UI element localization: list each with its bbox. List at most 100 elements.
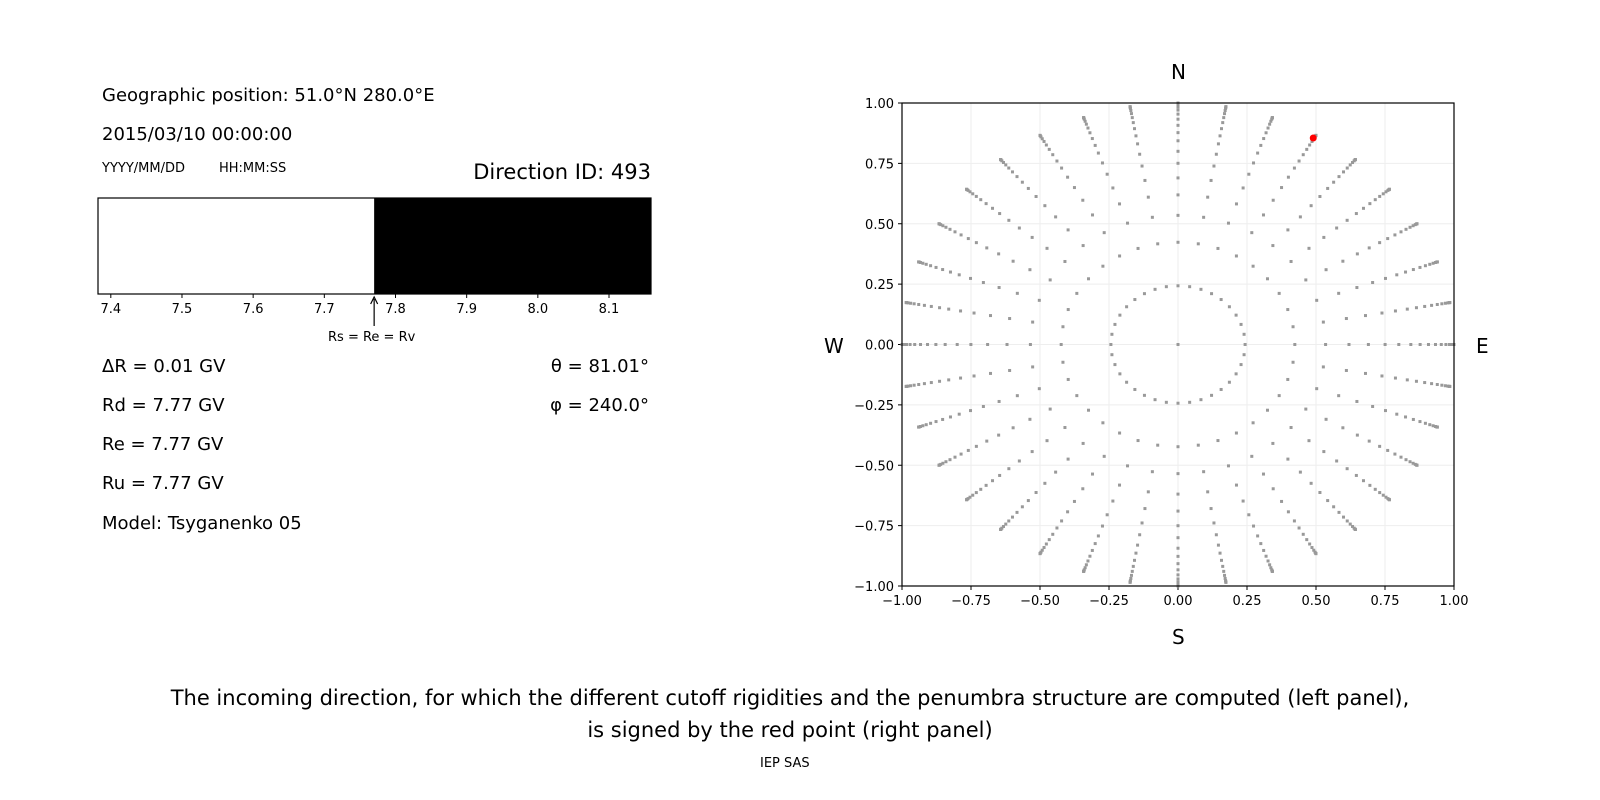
direction-point — [1212, 521, 1216, 525]
x-tick-label: −1.00 — [882, 594, 922, 609]
direction-point — [1395, 273, 1399, 277]
direction-point — [1269, 119, 1273, 123]
direction-point — [1214, 152, 1218, 156]
direction-point — [1270, 116, 1274, 120]
x-tick-label: 7.7 — [314, 302, 335, 317]
direction-point — [1015, 291, 1019, 295]
direction-point — [1020, 505, 1024, 509]
direction-point — [1344, 368, 1348, 372]
direction-point — [941, 461, 945, 465]
direction-point — [1061, 325, 1065, 329]
direction-point — [1034, 490, 1038, 494]
direction-point — [929, 421, 933, 425]
direction-point — [1286, 510, 1290, 514]
direction-point — [971, 493, 975, 497]
direction-point — [1090, 137, 1094, 141]
direction-point — [966, 448, 970, 452]
direction-point — [1176, 401, 1180, 405]
direction-point — [1418, 265, 1422, 269]
direction-point — [974, 194, 978, 198]
direction-point — [1256, 534, 1260, 538]
direction-point — [1081, 441, 1085, 445]
direction-point — [1418, 420, 1422, 424]
direction-point — [1286, 228, 1290, 232]
direction-point — [1176, 161, 1180, 165]
direction-point — [1259, 542, 1263, 546]
y-tick-label: 1.00 — [865, 97, 894, 112]
direction-point — [1040, 137, 1044, 141]
direction-point — [1011, 259, 1015, 263]
direction-point — [941, 268, 945, 272]
direction-point — [1093, 542, 1097, 546]
penumbra-frame — [97, 197, 652, 295]
direction-point — [1176, 546, 1180, 550]
direction-point — [1252, 524, 1256, 528]
direction-point — [1044, 143, 1048, 147]
phi-value: φ = 240.0° — [550, 395, 649, 416]
direction-point — [1164, 285, 1168, 289]
direction-point — [1347, 343, 1351, 346]
y-tick-label: 0.25 — [865, 278, 894, 293]
direction-point — [1030, 450, 1034, 454]
direction-point — [1301, 153, 1305, 157]
direction-point — [1380, 374, 1384, 378]
direction-point — [1218, 134, 1222, 138]
direction-point — [1015, 175, 1019, 179]
direction-point — [1063, 426, 1067, 430]
direction-point — [1234, 202, 1238, 206]
direction-point — [1378, 491, 1382, 495]
direction-point — [1251, 264, 1255, 268]
direction-point — [1241, 499, 1245, 503]
direction-point — [972, 311, 976, 315]
y-tick-label: −1.00 — [854, 580, 894, 595]
direction-point — [1004, 163, 1008, 167]
direction-point — [1251, 421, 1255, 425]
direction-point — [1054, 215, 1058, 219]
direction-point — [1404, 458, 1408, 462]
y-tick-label: −0.25 — [854, 399, 894, 414]
direction-point — [948, 227, 952, 231]
direction-point — [1061, 360, 1065, 364]
direction-point — [1337, 175, 1341, 179]
direction-point — [1060, 166, 1064, 170]
direction-point — [1037, 387, 1041, 391]
direction-point — [953, 230, 957, 234]
direction-point — [1081, 487, 1085, 491]
direction-point — [1243, 343, 1247, 346]
direction-point — [985, 439, 989, 443]
direction-point — [1386, 237, 1390, 241]
direction-point — [1131, 121, 1135, 125]
direction-point — [929, 264, 933, 268]
direction-point — [1133, 127, 1137, 131]
direction-point — [941, 224, 945, 228]
time-format-label: HH:MM:SS — [219, 161, 287, 176]
direction-point — [1126, 221, 1130, 225]
direction-point — [1266, 126, 1270, 130]
direction-point — [1353, 527, 1357, 531]
direction-point — [1355, 433, 1359, 437]
direction-point — [1045, 246, 1049, 250]
direction-point — [1176, 536, 1180, 540]
direction-point — [1047, 147, 1051, 151]
direction-point — [1084, 563, 1088, 567]
direction-point — [1043, 204, 1047, 208]
direction-point — [1428, 423, 1432, 427]
direction-point — [1176, 284, 1180, 288]
direction-point — [1371, 404, 1375, 408]
direction-point — [1118, 372, 1122, 376]
direction-point — [1277, 291, 1281, 295]
datetime: 2015/03/10 00:00:00 — [102, 124, 293, 145]
direction-point — [1366, 343, 1370, 346]
direction-point — [1051, 532, 1055, 536]
direction-point — [1326, 499, 1330, 503]
direction-point — [1044, 542, 1048, 546]
direction-point — [1118, 254, 1122, 258]
direction-point — [1113, 322, 1117, 326]
direction-point — [917, 260, 921, 264]
direction-point — [1268, 122, 1272, 126]
direction-point — [974, 444, 978, 448]
direction-point — [1091, 472, 1095, 476]
direction-point — [1426, 343, 1430, 346]
direction-point — [1125, 305, 1129, 309]
